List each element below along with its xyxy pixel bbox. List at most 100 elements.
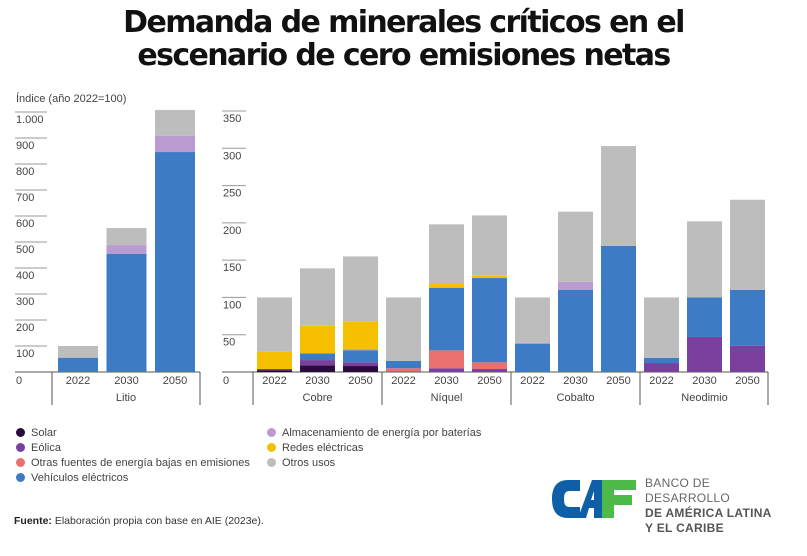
x-tick-label-year: 2022	[262, 375, 286, 387]
y-tick-label: 0	[16, 375, 22, 387]
bar-segment-cobalto-2030-almacenamiento-de-energia-por-baterias	[558, 281, 593, 290]
bar-segment-cobalto-2050-otros-usos	[601, 146, 636, 246]
bar-segment-cobre-2022-redes-electricas	[257, 351, 292, 370]
bar-segment-cobalto-2022-almacenamiento-de-energia-por-baterias	[515, 342, 550, 344]
bar-segment-cobre-2050-vehiculos-electricos	[343, 350, 378, 363]
bar-segment-cobalto-2022-vehiculos-electricos	[515, 343, 550, 372]
bar-segment-litio-2050-almacenamiento-de-energia-por-baterias	[155, 135, 195, 153]
x-tick-label-year: 2050	[606, 375, 630, 387]
bar-segment-neodimio-2022-otros-usos	[644, 297, 679, 358]
legend-swatch-otros-usos	[267, 458, 276, 467]
logo-text-line-3: Y EL CARIBE	[645, 521, 724, 535]
bar-segment-litio-2030-almacenamiento-de-energia-por-baterias	[106, 245, 147, 254]
y-tick-label: 0	[223, 375, 229, 387]
bar-segment-neodimio-2050-vehiculos-electricos	[730, 289, 765, 346]
legend-swatch-solar	[16, 428, 25, 437]
y-tick-label: 800	[16, 166, 34, 178]
bar-segment-niquel-2022-vehiculos-electricos	[386, 360, 421, 369]
bar-segment-niquel-2030-redes-electricas	[429, 284, 464, 288]
bar-segment-niquel-2050-eolica	[472, 369, 507, 372]
bar-segment-cobalto-2022-otros-usos	[515, 297, 550, 343]
bar-segment-cobre-2022-eolica	[257, 369, 292, 371]
y-tick-label: 350	[223, 113, 241, 125]
legend-swatch-otras-fuentes	[16, 458, 25, 467]
x-tick-label-year: 2050	[477, 375, 501, 387]
legend-item-eolica: Eólica	[16, 440, 250, 455]
bar-segment-neodimio-2050-eolica	[730, 345, 765, 372]
bar-segment-niquel-2030-vehiculos-electricos	[429, 287, 464, 351]
y-tick-label: 250	[223, 188, 241, 200]
legend-label-vehiculos: Vehículos eléctricos	[31, 471, 129, 484]
bar-segment-cobre-2050-almacenamiento-de-energia-por-baterias	[343, 348, 378, 351]
bar-segment-niquel-2030-otros-usos	[429, 224, 464, 285]
x-tick-label-year: 2030	[114, 375, 138, 387]
bar-segment-cobalto-2030-vehiculos-electricos	[558, 289, 593, 372]
caf-logo-mark-icon	[552, 480, 636, 518]
bar-segment-cobre-2030-redes-electricas	[300, 325, 335, 354]
bar-segment-cobre-2030-otros-usos	[300, 268, 335, 326]
bar-segment-niquel-2050-otros-usos	[472, 215, 507, 276]
y-tick-label: 50	[223, 337, 235, 349]
y-tick-label: 200	[16, 322, 34, 334]
bar-segment-cobre-2030-solar	[300, 365, 335, 372]
bar-segment-niquel-2030-eolica	[429, 368, 464, 372]
legend-swatch-eolica	[16, 443, 25, 452]
y-tick-label: 900	[16, 140, 34, 152]
x-tick-label-year: 2022	[66, 375, 90, 387]
caf-logo-text: BANCO DE DESARROLLO DE AMÉRICA LATINA Y …	[645, 476, 790, 536]
legend-column-1: Solar Eólica Otras fuentes de energía ba…	[16, 425, 250, 485]
bar-segment-cobre-2050-solar	[343, 366, 378, 372]
bar-segment-cobre-2022-solar	[257, 370, 292, 372]
y-tick-label: 700	[16, 192, 34, 204]
bar-segment-litio-2022-otros-usos	[58, 346, 98, 358]
bar-segment-niquel-2030-otras-fuentes-de-energia-bajas-en-emisiones	[429, 350, 464, 369]
bar-segment-litio-2030-vehiculos-electricos	[106, 253, 147, 372]
bar-segment-niquel-2022-otras-fuentes-de-energia-bajas-en-emisiones	[386, 368, 421, 372]
source-label: Fuente:	[14, 515, 52, 527]
y-axis-label: Índice (año 2022=100)	[16, 93, 127, 105]
x-tick-label-year: 2050	[348, 375, 372, 387]
legend-swatch-redes	[267, 443, 276, 452]
chart-title-line-2: escenario de cero emisiones netas	[137, 38, 671, 73]
bar-segment-cobre-2050-otros-usos	[343, 256, 378, 322]
bar-segment-neodimio-2050-otros-usos	[730, 199, 765, 290]
y-tick-label: 600	[16, 218, 34, 230]
source-note: Fuente: Elaboración propia con base en A…	[14, 515, 264, 527]
x-tick-label-year: 2030	[692, 375, 716, 387]
bar-segment-neodimio-2022-vehiculos-electricos	[644, 357, 679, 364]
y-tick-label: 400	[16, 270, 34, 282]
legend-label-otros-usos: Otros usos	[282, 456, 336, 469]
bar-segment-cobre-2030-eolica	[300, 360, 335, 366]
bar-segment-cobalto-2030-otros-usos	[558, 211, 593, 282]
x-tick-label-year: 2022	[391, 375, 415, 387]
x-tick-label-year: 2030	[305, 375, 329, 387]
category-label-litio: Litio	[116, 392, 136, 404]
bar-segment-niquel-2022-otros-usos	[386, 297, 421, 361]
legend-label-solar: Solar	[31, 426, 57, 439]
bar-segment-cobre-2050-redes-electricas	[343, 321, 378, 349]
x-tick-label-year: 2030	[434, 375, 458, 387]
bar-segment-neodimio-2030-eolica	[687, 336, 722, 372]
y-tick-label: 500	[16, 244, 34, 256]
legend-label-almacenamiento: Almacenamiento de energía por baterías	[282, 426, 482, 439]
legend-item-solar: Solar	[16, 425, 250, 440]
legend-label-eolica: Eólica	[31, 441, 61, 454]
bar-segment-cobre-2030-vehiculos-electricos	[300, 353, 335, 361]
category-label-cobalto: Cobalto	[557, 392, 595, 404]
caf-logo: BANCO DE DESARROLLO DE AMÉRICA LATINA Y …	[550, 476, 790, 535]
y-tick-label: 150	[223, 262, 241, 274]
bar-segment-niquel-2022-eolica	[386, 371, 421, 372]
legend-swatch-vehiculos	[16, 473, 25, 482]
bar-segment-niquel-2050-vehiculos-electricos	[472, 278, 507, 363]
bar-segment-cobre-2022-otros-usos	[257, 297, 292, 352]
category-label-neodimio: Neodimio	[681, 392, 727, 404]
legend-label-redes: Redes eléctricas	[282, 441, 364, 454]
bar-segment-niquel-2050-otras-fuentes-de-energia-bajas-en-emisiones	[472, 362, 507, 370]
legend-item-vehiculos: Vehículos eléctricos	[16, 470, 250, 485]
logo-text-line-1: BANCO DE DESARROLLO	[645, 476, 731, 505]
x-tick-label-year: 2022	[649, 375, 673, 387]
bar-segment-neodimio-2030-otros-usos	[687, 221, 722, 298]
y-tick-label: 1.000	[16, 114, 44, 126]
chart-title-line-1: Demanda de minerales críticos en el	[123, 5, 685, 40]
